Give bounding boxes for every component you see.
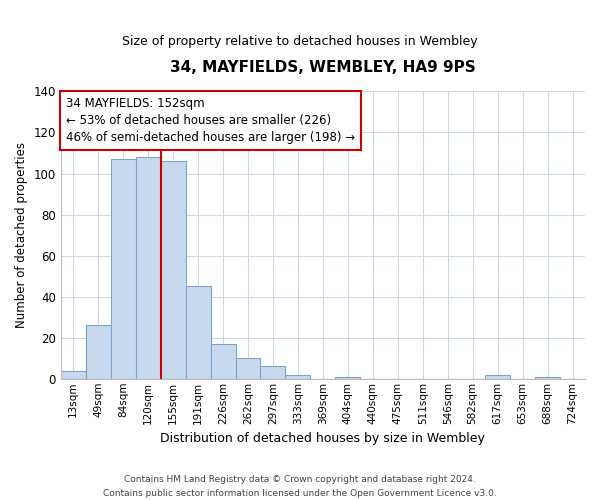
Bar [111,159,136,379]
Bar [136,157,161,379]
Bar [86,326,111,379]
Bar [485,374,510,379]
Bar [535,376,560,379]
Bar [260,366,286,379]
Bar [61,370,86,379]
Bar [161,161,185,379]
Text: 34 MAYFIELDS: 152sqm
← 53% of detached houses are smaller (226)
46% of semi-deta: 34 MAYFIELDS: 152sqm ← 53% of detached h… [66,97,355,144]
Text: Size of property relative to detached houses in Wembley: Size of property relative to detached ho… [122,35,478,48]
Title: 34, MAYFIELDS, WEMBLEY, HA9 9PS: 34, MAYFIELDS, WEMBLEY, HA9 9PS [170,60,476,75]
Y-axis label: Number of detached properties: Number of detached properties [15,142,28,328]
Bar [211,344,236,379]
X-axis label: Distribution of detached houses by size in Wembley: Distribution of detached houses by size … [160,432,485,445]
Bar [335,376,361,379]
Bar [236,358,260,379]
Bar [286,374,310,379]
Text: Contains HM Land Registry data © Crown copyright and database right 2024.
Contai: Contains HM Land Registry data © Crown c… [103,476,497,498]
Bar [185,286,211,379]
